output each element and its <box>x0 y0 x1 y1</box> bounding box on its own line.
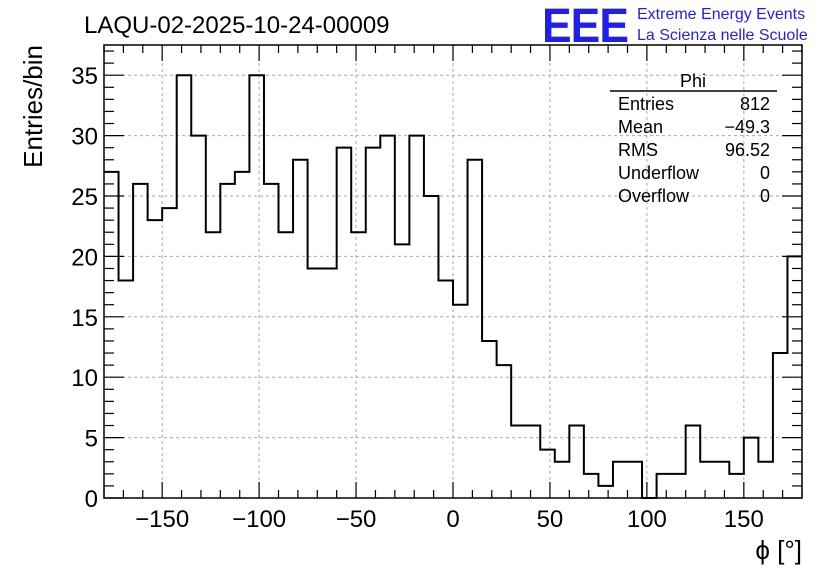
histogram-bin <box>162 208 177 498</box>
stats-box: Phi Entries 812 Mean −49.3 RMS 96.52 Underflow… <box>610 71 777 206</box>
histogram-bin <box>366 148 381 498</box>
x-tick-label: −100 <box>232 506 286 533</box>
y-tick-label: 30 <box>71 124 98 151</box>
histogram-bin <box>540 450 555 498</box>
stats-value: 812 <box>740 94 770 114</box>
histogram-bin <box>628 462 643 498</box>
histogram-bin <box>613 462 628 498</box>
y-tick-label: 0 <box>85 486 98 513</box>
stats-label: Mean <box>618 117 663 137</box>
histogram-bin <box>584 474 599 498</box>
histogram-bin <box>686 426 701 498</box>
y-tick-label: 35 <box>71 63 98 90</box>
histogram-bin <box>671 474 686 498</box>
histogram-bin <box>177 75 192 498</box>
stats-value: −49.3 <box>724 117 770 137</box>
x-tick-label: 50 <box>537 506 564 533</box>
histogram-bin <box>482 341 497 498</box>
histogram-bin <box>657 474 672 498</box>
y-tick-label: 20 <box>71 244 98 271</box>
histogram-bin <box>569 426 584 498</box>
histogram-bin <box>453 305 468 498</box>
histogram-bin <box>497 365 512 498</box>
histogram-bin <box>438 281 453 498</box>
histogram-bin <box>395 244 410 498</box>
histogram-bin <box>308 268 323 498</box>
chart-title: LAQU-02-2025-10-24-00009 <box>84 12 390 39</box>
x-tick-label: 0 <box>446 506 459 533</box>
histogram-bin <box>104 172 119 498</box>
histogram-bin <box>279 232 294 498</box>
axis-ticks <box>103 45 803 499</box>
y-axis-label: Entries/bin <box>18 45 48 168</box>
eee-logo: EEE Extreme Energy Events La Scienza nel… <box>542 0 808 53</box>
tick-labels: −150 −100 −50 0 50 100 150 0 5 10 15 20 25 30 35 <box>71 63 764 533</box>
stats-rows: Entries 812 Mean −49.3 RMS 96.52 Underflow 0 Ove… <box>618 94 770 206</box>
histogram-bin <box>220 184 235 498</box>
eee-logo-mark: EEE <box>542 0 628 53</box>
histogram-bin <box>409 136 424 498</box>
histogram-bin <box>133 184 148 498</box>
histogram-bin <box>729 474 744 498</box>
histogram-bin <box>555 462 570 498</box>
histogram-bin <box>206 232 221 498</box>
stats-label: Entries <box>618 94 674 114</box>
histogram-bin <box>700 462 715 498</box>
logo-line-2: La Scienza nelle Scuole <box>637 27 808 44</box>
histogram-bin <box>715 462 730 498</box>
stats-label: RMS <box>618 140 658 160</box>
y-tick-label: 10 <box>71 365 98 392</box>
histogram-bin <box>337 148 352 498</box>
stats-value: 0 <box>760 186 770 206</box>
histogram-line <box>104 74 802 499</box>
histogram-series <box>104 74 802 499</box>
x-tick-label: −50 <box>336 506 377 533</box>
histogram-bin <box>758 462 773 498</box>
x-tick-label: 100 <box>627 506 667 533</box>
histogram-bin <box>119 281 134 498</box>
histogram-bin <box>744 438 759 498</box>
x-axis-label: ϕ [°] <box>755 535 802 565</box>
y-tick-label: 25 <box>71 184 98 211</box>
x-tick-label: 150 <box>724 506 764 533</box>
histogram-bin <box>380 136 395 498</box>
stats-label: Overflow <box>618 186 690 206</box>
histogram-bin <box>249 75 264 498</box>
stats-value: 0 <box>760 163 770 183</box>
histogram-bin <box>235 172 250 498</box>
histogram-bin <box>424 196 439 498</box>
stats-label: Underflow <box>618 163 700 183</box>
histogram-bin <box>191 136 206 498</box>
logo-line-1: Extreme Energy Events <box>637 6 805 23</box>
histogram-bin <box>511 426 526 498</box>
histogram-bin <box>264 184 279 498</box>
histogram-bin <box>351 232 366 498</box>
stats-value: 96.52 <box>725 140 770 160</box>
y-tick-label: 15 <box>71 305 98 332</box>
histogram-bin <box>526 426 541 498</box>
histogram-bin <box>322 268 337 498</box>
histogram-bin <box>773 353 788 498</box>
y-tick-label: 5 <box>85 426 98 453</box>
histogram-bin <box>148 220 163 498</box>
histogram-bin <box>293 160 308 498</box>
histogram-bin <box>468 160 483 498</box>
x-tick-label: −150 <box>135 506 189 533</box>
stats-title: Phi <box>680 71 706 91</box>
histogram-bin <box>598 486 613 498</box>
